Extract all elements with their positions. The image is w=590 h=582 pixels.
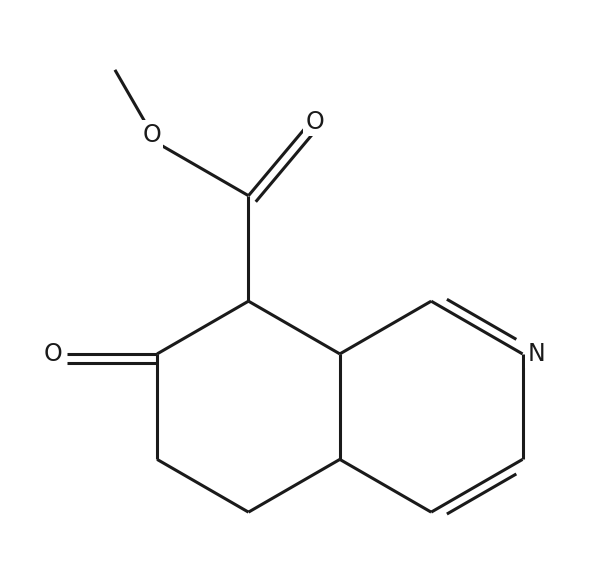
Text: N: N bbox=[527, 342, 545, 366]
Text: O: O bbox=[305, 110, 324, 134]
Text: O: O bbox=[142, 122, 161, 147]
Text: O: O bbox=[43, 342, 62, 366]
